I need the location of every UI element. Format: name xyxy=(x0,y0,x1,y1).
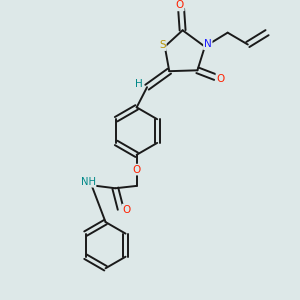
Text: O: O xyxy=(176,0,184,11)
Text: O: O xyxy=(133,165,141,175)
Text: O: O xyxy=(122,205,131,214)
Text: H: H xyxy=(135,79,142,89)
Text: N: N xyxy=(204,39,212,49)
Text: S: S xyxy=(159,40,166,50)
Text: O: O xyxy=(216,74,225,84)
Text: NH: NH xyxy=(81,177,96,187)
